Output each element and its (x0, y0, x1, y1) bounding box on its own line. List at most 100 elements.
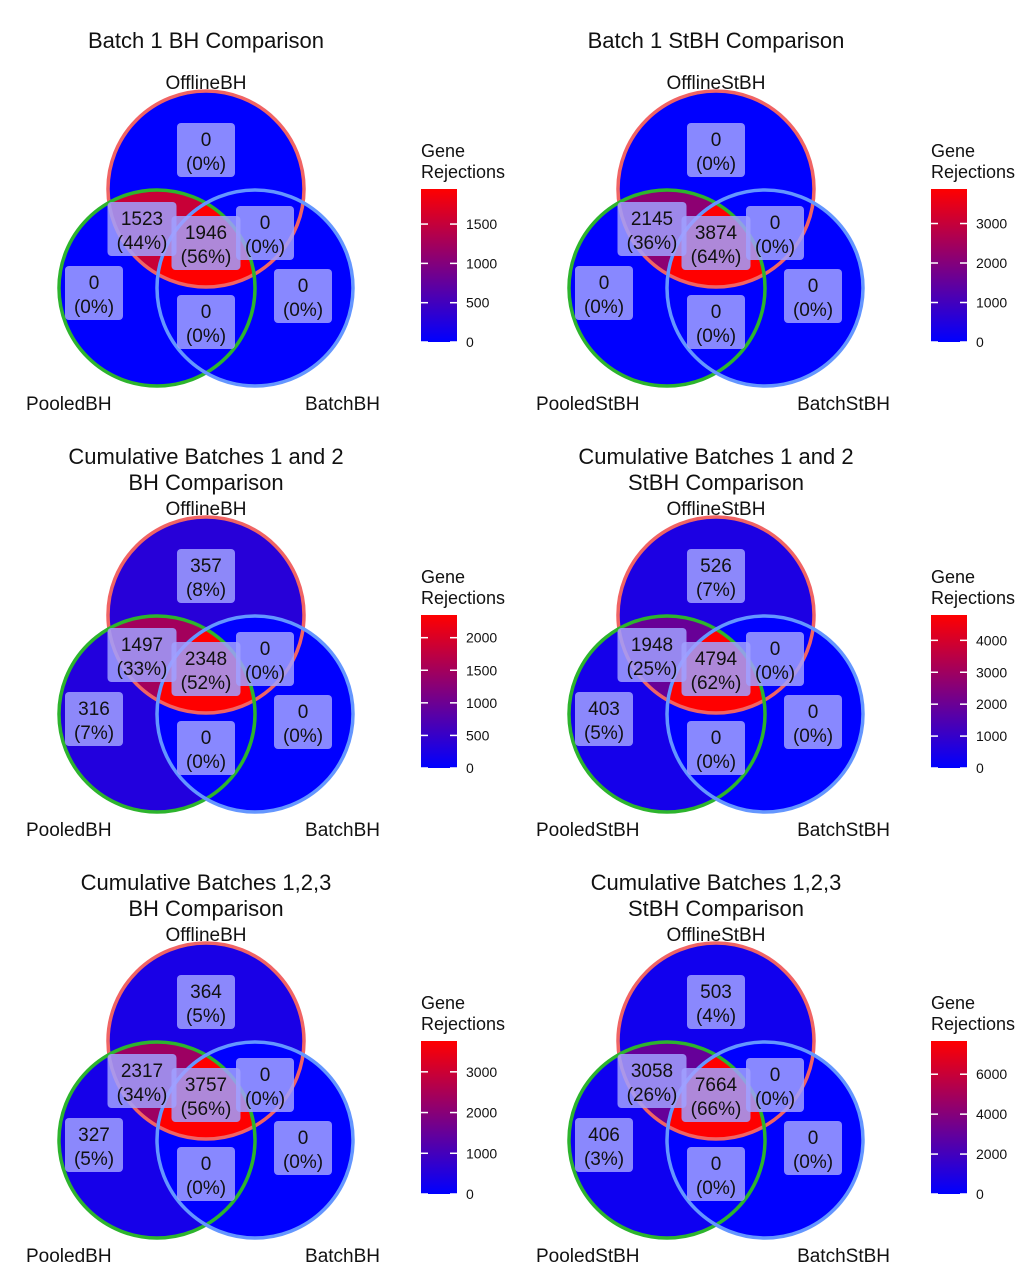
region-count: 0 (599, 273, 610, 294)
region-count: 0 (201, 130, 212, 151)
legend-title-line1: Gene (931, 993, 975, 1013)
region-label-pooled-batch: 0 (0%) (177, 1147, 235, 1201)
region-count: 0 (260, 1065, 271, 1086)
region-count: 357 (190, 556, 222, 577)
region-label-pooled-only: 0 (0%) (575, 266, 633, 320)
legend-tick-label: 4000 (976, 1106, 1007, 1122)
set-label-batch: BatchBH (305, 820, 380, 841)
region-count: 1946 (185, 223, 227, 244)
region-count: 0 (89, 273, 100, 294)
region-percent: (0%) (283, 726, 323, 747)
region-percent: (0%) (74, 297, 114, 318)
legend-tick-label: 1500 (466, 662, 497, 678)
region-count: 0 (201, 1154, 212, 1175)
region-percent: (0%) (755, 1089, 795, 1110)
region-label-pooled-only: 316 (7%) (65, 692, 123, 746)
legend-tick-label: 0 (976, 334, 984, 350)
region-label-all-three: 1946 (56%) (171, 216, 241, 270)
venn-panel-4: 526 (7%) 1948 (25%) 4794 (62%) 0 (0%) 403 (5%) 0 (0… (536, 444, 1015, 841)
chart-title-line2: BH Comparison (128, 896, 283, 921)
region-percent: (0%) (186, 1178, 226, 1199)
region-count: 0 (298, 702, 309, 723)
legend-title-line1: Gene (421, 993, 465, 1013)
legend-tick-label: 500 (466, 727, 490, 743)
region-count: 0 (770, 1065, 781, 1086)
region-label-pooled-only: 406 (3%) (575, 1118, 633, 1172)
region-percent: (0%) (245, 237, 285, 258)
region-label-batch-only: 0 (0%) (784, 1121, 842, 1175)
region-count: 3874 (695, 223, 738, 244)
legend-tick-label: 6000 (976, 1066, 1007, 1082)
region-count: 0 (201, 728, 212, 749)
set-label-pooled: PooledBH (26, 394, 112, 415)
region-count: 526 (700, 556, 732, 577)
region-count: 4794 (695, 649, 738, 670)
region-percent: (34%) (117, 1085, 168, 1106)
region-label-pooled-batch: 0 (0%) (687, 295, 745, 349)
chart-title-line2: StBH Comparison (628, 470, 804, 495)
legend-title-line2: Rejections (931, 162, 1015, 182)
set-label-offline: OfflineStBH (667, 499, 766, 520)
venn-panel-6: 503 (4%) 3058 (26%) 7664 (66%) 0 (0%) 406 (3%) 0 (0… (536, 870, 1015, 1267)
batch-set-outline (155, 1040, 355, 1240)
region-percent: (0%) (186, 326, 226, 347)
region-count: 503 (700, 982, 732, 1003)
set-label-offline: OfflineBH (166, 499, 247, 520)
set-label-offline: OfflineStBH (667, 925, 766, 946)
region-label-all-three: 3757 (56%) (171, 1068, 241, 1122)
region-label-offline-batch: 0 (0%) (746, 632, 804, 686)
legend-colorbar (421, 615, 457, 768)
legend-colorbar (421, 189, 457, 342)
region-label-pooled-only: 0 (0%) (65, 266, 123, 320)
legend-colorbar (931, 615, 967, 768)
legend-title-line1: Gene (421, 141, 465, 161)
legend-tick-label: 0 (466, 334, 474, 350)
region-percent: (36%) (627, 233, 678, 254)
region-count: 3757 (185, 1075, 227, 1096)
venn-panel-5: 364 (5%) 2317 (34%) 3757 (56%) 0 (0%) 327 (5%) 0 (0… (26, 870, 505, 1267)
region-label-pooled-batch: 0 (0%) (687, 721, 745, 775)
chart-title-line1: Cumulative Batches 1,2,3 (591, 870, 842, 895)
region-count: 0 (711, 302, 722, 323)
region-count: 0 (711, 728, 722, 749)
region-count: 0 (260, 213, 271, 234)
region-label-all-three: 7664 (66%) (681, 1068, 751, 1122)
legend-title-line2: Rejections (931, 588, 1015, 608)
legend-tick-label: 2000 (466, 630, 497, 646)
region-percent: (0%) (793, 300, 833, 321)
region-percent: (26%) (627, 1085, 678, 1106)
legend-title-line1: Gene (931, 141, 975, 161)
region-label-batch-only: 0 (0%) (784, 695, 842, 749)
venn-panel-2: 0 (0%) 2145 (36%) 3874 (64%) 0 (0%) 0 (0%) 0 (0%) 0 (… (536, 28, 1015, 415)
set-label-pooled: PooledStBH (536, 394, 640, 415)
region-count: 0 (201, 302, 212, 323)
region-percent: (8%) (186, 580, 226, 601)
legend-tick-label: 2000 (976, 1146, 1007, 1162)
legend-tick-label: 0 (976, 1186, 984, 1202)
legend-title-line2: Rejections (421, 588, 505, 608)
legend-colorbar (931, 1041, 967, 1194)
legend-tick-label: 1000 (466, 695, 497, 711)
legend-tick-label: 1000 (466, 1145, 497, 1161)
legend-tick-label: 3000 (976, 216, 1007, 232)
region-count: 0 (711, 1154, 722, 1175)
chart-title: Batch 1 BH Comparison (88, 28, 324, 53)
region-count: 2317 (121, 1061, 163, 1082)
region-percent: (5%) (584, 723, 624, 744)
legend-tick-label: 3000 (976, 664, 1007, 680)
region-count: 2145 (631, 209, 673, 230)
region-label-offline-only: 0 (0%) (177, 123, 235, 177)
offline-set-outline (616, 941, 816, 1141)
legend-tick-label: 4000 (976, 632, 1007, 648)
region-label-all-three: 4794 (62%) (681, 642, 751, 696)
legend-title-line2: Rejections (421, 1014, 505, 1034)
batch-set-outline (665, 1040, 865, 1240)
region-label-offline-pooled: 1497 (33%) (107, 628, 177, 682)
batch-set-outline (665, 188, 865, 388)
region-percent: (0%) (696, 326, 736, 347)
